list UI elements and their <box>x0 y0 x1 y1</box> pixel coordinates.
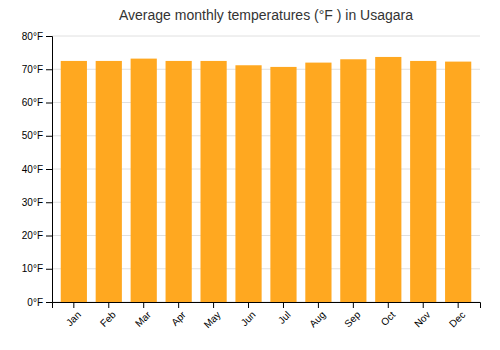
x-tick-mark <box>283 302 284 308</box>
plot: 0°F 10°F 20°F 30°F 40°F 50°F 60°F 70°F 80°F Jan Fe… <box>22 31 481 331</box>
bar <box>445 62 471 302</box>
y-tick-label: 30°F <box>22 197 43 208</box>
y-tick-label: 60°F <box>22 97 43 108</box>
bar <box>305 63 331 302</box>
y-tick: 20°F <box>22 230 52 241</box>
bar <box>96 61 122 302</box>
x-tick-label: Nov <box>412 309 432 329</box>
x-tick: Jun <box>239 302 258 328</box>
x-tick-label: Oct <box>379 309 398 328</box>
bar <box>375 57 401 302</box>
y-tick-mark <box>46 36 52 37</box>
y-tick: 70°F <box>22 64 52 75</box>
x-tick-label: Aug <box>307 309 327 329</box>
x-tick-label: May <box>202 309 223 330</box>
y-tick-mark <box>46 169 52 170</box>
y-tick: 30°F <box>22 197 52 208</box>
bar <box>61 61 87 302</box>
grid-line <box>52 36 480 37</box>
x-tick: Aug <box>307 302 327 329</box>
x-axis-line <box>53 303 481 309</box>
y-tick-label: 40°F <box>22 164 43 175</box>
x-tick: May <box>202 302 223 330</box>
x-tick-mark <box>213 302 214 308</box>
y-tick-label: 0°F <box>27 297 43 308</box>
y-tick-mark <box>46 269 52 270</box>
y-axis-line <box>46 37 53 303</box>
y-tick: 60°F <box>22 97 52 108</box>
x-tick: Feb <box>98 302 118 329</box>
x-tick-label: Jan <box>64 309 83 328</box>
y-tick: 80°F <box>22 31 52 42</box>
x-tick-mark <box>353 302 354 308</box>
x-tick: Oct <box>379 302 398 328</box>
y-tick-mark <box>46 136 52 137</box>
x-tick-mark <box>73 302 74 308</box>
x-axis: Jan Feb Mar Apr May Jun Jul Aug Sep Oct Nov Dec <box>53 302 481 330</box>
bars <box>61 57 472 302</box>
x-tick-label: Mar <box>133 309 153 329</box>
x-tick-label: Feb <box>98 309 118 329</box>
y-tick-mark <box>46 103 52 104</box>
title: Average monthly temperatures (°F ) in Us… <box>119 7 413 23</box>
bar <box>270 67 296 302</box>
y-tick-label: 50°F <box>22 130 43 141</box>
y-tick-label: 10°F <box>22 263 43 274</box>
x-tick-mark <box>108 302 109 308</box>
x-tick-mark <box>178 302 179 308</box>
x-tick: Dec <box>447 302 467 329</box>
x-tick-label: Jul <box>276 309 293 326</box>
x-tick-mark <box>318 302 319 308</box>
x-tick-label: Dec <box>447 309 467 329</box>
x-tick-mark <box>458 302 459 308</box>
y-tick-mark <box>46 202 52 203</box>
x-tick-label: Sep <box>342 309 363 330</box>
x-tick: Jul <box>276 302 293 326</box>
x-tick: Mar <box>133 302 153 329</box>
x-tick-mark <box>388 302 389 308</box>
x-tick-label: Jun <box>239 309 258 328</box>
bar <box>235 65 261 302</box>
y-tick: 50°F <box>22 130 52 141</box>
bar <box>340 59 366 302</box>
x-tick: Jan <box>64 302 83 328</box>
y-tick-mark <box>46 236 52 237</box>
chart: 0°F 10°F 20°F 30°F 40°F 50°F 60°F 70°F 80°F Jan Fe… <box>0 0 500 350</box>
y-tick: 10°F <box>22 263 52 274</box>
y-tick: 40°F <box>22 164 52 175</box>
bar <box>410 61 436 302</box>
x-tick-label: Apr <box>169 309 188 328</box>
y-tick: 0°F <box>27 297 52 308</box>
y-tick-label: 70°F <box>22 64 43 75</box>
x-tick: Nov <box>412 302 432 329</box>
bar <box>200 61 226 302</box>
x-tick-mark <box>248 302 249 308</box>
y-tick-mark <box>46 69 52 70</box>
y-tick-mark <box>46 302 52 303</box>
x-tick-mark <box>423 302 424 308</box>
bar <box>166 61 192 302</box>
x-tick: Sep <box>342 302 363 329</box>
bar <box>131 59 157 302</box>
y-tick-label: 80°F <box>22 31 43 42</box>
grid <box>52 36 480 302</box>
x-tick-mark <box>143 302 144 308</box>
x-tick: Apr <box>169 302 188 328</box>
y-axis: 0°F 10°F 20°F 30°F 40°F 50°F 60°F 70°F 80°F <box>22 31 53 308</box>
y-tick-label: 20°F <box>22 230 43 241</box>
